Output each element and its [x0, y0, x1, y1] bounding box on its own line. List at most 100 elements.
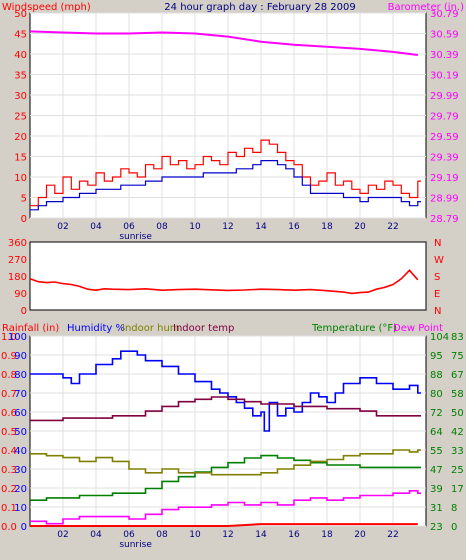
x-tick-label: 12: [222, 222, 233, 232]
windspeed-tick-label: 45: [14, 30, 27, 41]
direction-tick-label: 90: [14, 289, 27, 300]
legend-humidity: Humidity %: [67, 323, 125, 334]
legend-indoor-hum: Indoor hum: [122, 323, 180, 334]
humidity-tick-label: 40: [14, 446, 27, 457]
windspeed-tick-label: 0: [21, 214, 27, 225]
indoor_hum-series-line: [30, 449, 421, 476]
compass-tick-label: N: [434, 306, 441, 317]
dewpoint-tick-label: 33: [451, 446, 464, 457]
barometer-axis-label: Barometer (in.): [388, 2, 464, 13]
humidity-tick-label: 30: [14, 465, 27, 476]
barometer-tick-label: 29.59: [430, 132, 459, 143]
rainfall-tick-label: 1.0: [1, 332, 17, 343]
windspeed-tick-label: 25: [14, 112, 27, 123]
barometer-tick-label: 29.19: [430, 173, 459, 184]
indoor_temp-series-line: [30, 396, 421, 422]
humidity-tick-label: 100: [8, 332, 27, 343]
windspeed-tick-label: 10: [14, 173, 27, 184]
compass-tick-label: N: [434, 238, 441, 249]
rainfall-tick-label: 0.5: [1, 427, 17, 438]
rainfall-tick-label: 0.1: [1, 503, 17, 514]
sunrise-label: sunrise: [119, 540, 152, 550]
rainfall-tick-label: 0.3: [1, 465, 17, 476]
legend-dew-point: Dew Point: [393, 323, 443, 334]
windspeed-tick-label: 40: [14, 50, 27, 61]
barometer-tick-label: 28.99: [430, 194, 459, 205]
temperature-series-line: [30, 454, 421, 501]
x-tick-label: 04: [90, 222, 102, 232]
rainfall-tick-label: 0.8: [1, 370, 17, 381]
barometer-tick-label: 29.99: [430, 91, 459, 102]
temperature-tick-label: 47: [430, 465, 443, 476]
temperature-tick-label: 72: [430, 408, 443, 419]
x-tick-label: 22: [387, 530, 398, 540]
x-tick-label: 18: [321, 222, 333, 232]
x-tick-label: 14: [255, 530, 267, 540]
rainfall-tick-label: 0.7: [1, 389, 17, 400]
humidity-tick-label: 50: [14, 427, 27, 438]
humidity-tick-label: 70: [14, 389, 27, 400]
humidity-tick-label: 80: [14, 370, 27, 381]
dewpoint-tick-label: 75: [451, 351, 464, 362]
humidity-tick-label: 90: [14, 351, 27, 362]
windspeed-tick-label: 5: [21, 194, 27, 205]
dewpoint-tick-label: 83: [451, 332, 464, 343]
windspeed-tick-label: 50: [14, 9, 27, 20]
x-tick-label: 06: [123, 222, 135, 232]
temperature-tick-label: 88: [430, 370, 443, 381]
x-tick-label: 10: [189, 530, 201, 540]
x-tick-label: 16: [288, 222, 300, 232]
humidity-tick-label: 10: [14, 503, 27, 514]
wind-direction-plot-area: [29, 241, 427, 311]
temperature-tick-label: 31: [430, 503, 443, 514]
dewpoint-tick-label: 8: [451, 503, 457, 514]
sunrise-label: sunrise: [119, 232, 152, 242]
rainfall-tick-label: 0.4: [1, 446, 17, 457]
rainfall-tick-label: 0.9: [1, 351, 17, 362]
temperature-tick-label: 64: [430, 427, 443, 438]
direction-series-line: [29, 269, 419, 295]
direction-tick-label: 360: [8, 238, 27, 249]
dewpoint-tick-label: 58: [451, 389, 464, 400]
barometer-tick-label: 29.79: [430, 112, 459, 123]
compass-tick-label: E: [434, 289, 440, 300]
gust-series-line: [30, 139, 421, 207]
temperature-tick-label: 80: [430, 389, 443, 400]
dewpoint-tick-label: 50: [451, 408, 464, 419]
humidity-tick-label: 20: [14, 484, 27, 495]
windspeed-tick-label: 35: [14, 71, 27, 82]
barometer-tick-label: 29.39: [430, 153, 459, 164]
rainfall-tick-label: 0.2: [1, 484, 17, 495]
dew_point-series-line: [30, 490, 421, 525]
rainfall-series-line: [30, 523, 418, 527]
x-tick-label: 20: [354, 530, 366, 540]
x-tick-label: 08: [156, 222, 168, 232]
humidity-series-line: [30, 350, 421, 432]
compass-tick-label: S: [434, 272, 440, 283]
x-tick-label: 18: [321, 530, 333, 540]
temperature-tick-label: 95: [430, 351, 443, 362]
rainfall-tick-label: 0.0: [1, 522, 17, 533]
temperature-tick-label: 55: [430, 446, 443, 457]
legend-indoor-temp: Indoor temp: [173, 323, 234, 334]
direction-tick-label: 0: [21, 306, 27, 317]
barometer-tick-label: 30.39: [430, 50, 459, 61]
average-series-line: [30, 160, 421, 211]
compass-tick-label: W: [434, 255, 444, 266]
dewpoint-tick-label: 25: [451, 465, 464, 476]
humidity-tick-label: 0: [21, 522, 27, 533]
direction-tick-label: 270: [8, 255, 27, 266]
x-tick-label: 16: [288, 530, 300, 540]
temperature-tick-label: 39: [430, 484, 443, 495]
legend-temperature: Temperature (°F): [311, 323, 397, 334]
x-tick-label: 14: [255, 222, 267, 232]
windspeed-tick-label: 30: [14, 91, 27, 102]
x-tick-label: 02: [57, 222, 68, 232]
barometer-series-line: [29, 30, 418, 56]
windspeed-tick-label: 20: [14, 132, 27, 143]
windspeed-axis-label: Windspeed (mph): [2, 2, 91, 13]
dewpoint-tick-label: 42: [451, 427, 464, 438]
barometer-tick-label: 30.59: [430, 30, 459, 41]
